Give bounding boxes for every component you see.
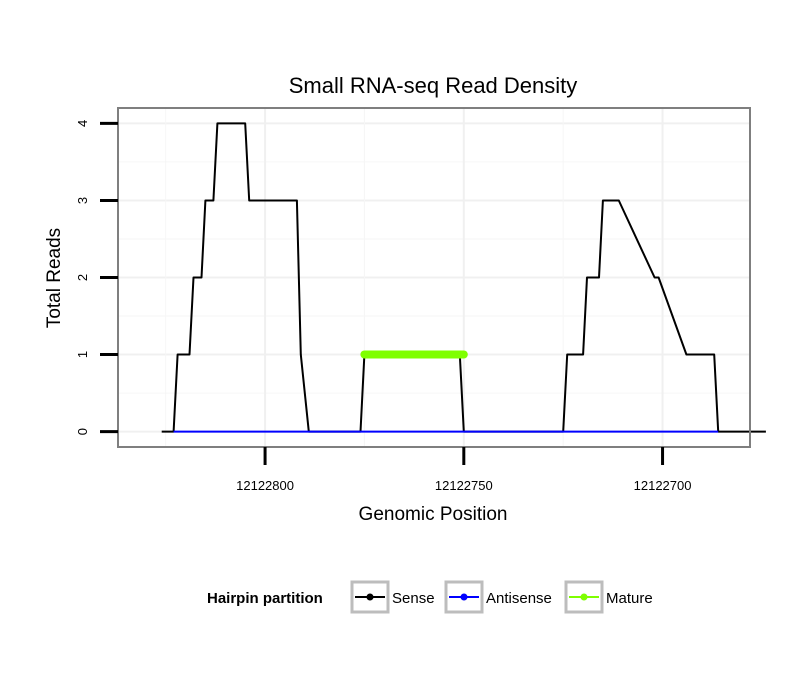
- legend-label: Sense: [392, 590, 435, 607]
- y-tick-label: 4: [75, 120, 90, 127]
- legend-title: Hairpin partition: [207, 590, 323, 607]
- legend-label: Mature: [606, 590, 653, 607]
- legend-item-antisense: Antisense: [444, 580, 552, 614]
- x-tick-label: 12122750: [435, 478, 493, 493]
- legend-item-mature: Mature: [564, 580, 653, 614]
- y-tick-label: 0: [75, 428, 90, 435]
- y-tick-label: 2: [75, 274, 90, 281]
- legend-key-point: [366, 593, 374, 601]
- y-axis-title: Total Reads: [44, 228, 65, 328]
- legend-label: Antisense: [486, 590, 552, 607]
- legend-key-point: [460, 593, 468, 601]
- legend-item-sense: Sense: [350, 580, 435, 614]
- x-tick-label: 12122800: [236, 478, 294, 493]
- y-tick-label: 1: [75, 351, 90, 358]
- x-axis-title: Genomic Position: [359, 504, 508, 525]
- y-tick-label: 3: [75, 197, 90, 204]
- legend-key-point: [580, 593, 588, 601]
- chart-title: Small RNA-seq Read Density: [289, 73, 578, 98]
- axes-group: 0 1 2 3 4 12122800 12122750 12122700: [75, 120, 691, 493]
- series-group: [161, 122, 766, 433]
- legend: Hairpin partition Sense Antisense Mature: [207, 580, 653, 614]
- x-tick-label: 12122700: [634, 478, 692, 493]
